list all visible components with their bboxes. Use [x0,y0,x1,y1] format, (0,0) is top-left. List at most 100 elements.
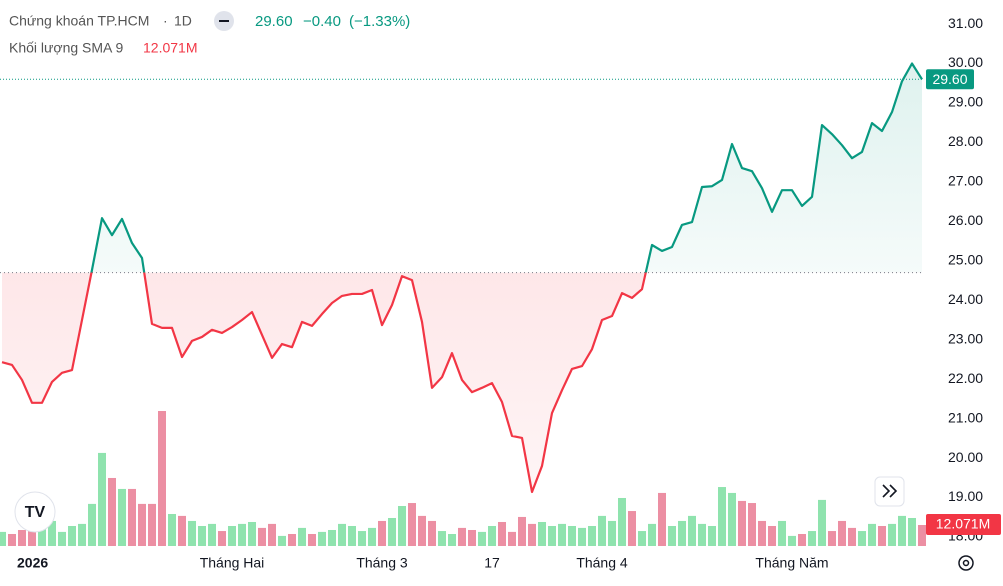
volume-bar [368,527,376,546]
volume-bar [238,523,246,546]
volume-bar [788,535,796,546]
volume-bar [508,531,516,546]
volume-bar [168,513,176,546]
volume-bar [288,533,296,546]
interval: 1D [174,13,192,29]
volume-bar [718,487,726,546]
price-change: −0.40 [303,13,341,30]
volume-bar [218,531,226,546]
volume-bar [428,520,436,546]
last-price: 29.60 [255,13,293,30]
volume-bar [688,515,696,546]
volume-bar [158,411,166,546]
y-tick-label: 22.00 [948,370,983,386]
volume-value-box [926,514,1001,535]
volume-indicator-name: Khối lượng SMA 9 [9,40,123,56]
volume-bar [418,515,426,546]
volume-bar [68,525,76,546]
volume-bar [728,492,736,546]
volume-bar [468,529,476,546]
y-tick-label: 25.00 [948,251,983,267]
x-tick-label: Tháng 3 [356,555,408,571]
volume-bar [558,523,566,546]
volume-bar [768,525,776,546]
volume-bar [628,511,636,546]
volume-bar [18,529,26,546]
x-tick-label: Tháng Năm [755,555,828,571]
volume-bar [268,523,276,546]
volume-bar [118,488,126,546]
volume-bar [108,477,116,546]
scroll-to-latest[interactable] [874,476,905,507]
volume-bar [408,503,416,546]
volume-bar [398,505,406,546]
volume-bar [278,535,286,546]
price-line [1,62,923,494]
volume-bar [438,531,446,546]
volume-bar [848,527,856,546]
volume-bar [88,503,96,546]
volume-bar [78,523,86,546]
volume-bar [258,527,266,546]
volume-bar [138,503,146,546]
volume-bar [98,452,106,546]
volume-bar [38,520,46,546]
volume-bar [908,517,916,546]
volume-bar [298,527,306,546]
last-price-label: 29.60 [932,71,967,87]
volume-bar [8,533,16,546]
svg-text:TV: TV [25,504,46,521]
volume-bar [708,525,716,546]
volume-bar [578,527,586,546]
volume-bar [598,515,606,546]
volume-bar [388,517,396,546]
volume-bar [898,515,906,546]
volume-bar [638,531,646,546]
volume-indicator-value: 12.071M [143,40,197,56]
volume-bar [48,520,56,546]
volume-bar [588,525,596,546]
x-tick-label: Tháng 4 [576,555,628,571]
volume-bar [228,525,236,546]
volume-bar [28,525,36,546]
volume-bar [698,523,706,546]
volume-bar [828,531,836,546]
price-change-pct: (−1.33%) [349,13,410,30]
y-tick-label: 19.00 [948,488,983,504]
volume-bar [488,525,496,546]
volume-bar [148,503,156,546]
volume-bar [328,529,336,546]
price-area [2,63,922,492]
settings-button[interactable] [958,555,974,571]
collapse-button[interactable] [214,11,234,31]
volume-bar [348,525,356,546]
volume-bar [568,525,576,546]
volume-bar [748,503,756,546]
volume-bar [548,525,556,546]
last-price-box [926,69,974,90]
y-tick-label: 30.00 [948,54,983,70]
volume-bar [738,500,746,546]
separator: · [163,13,168,29]
y-tick-label: 28.00 [948,133,983,149]
y-tick-label: 21.00 [948,409,983,425]
volume-bar [648,523,656,546]
volume-bar [458,527,466,546]
volume-bar [358,531,366,546]
volume-bar [318,531,326,546]
x-tick-label: 2026 [17,555,48,571]
volume-bar [798,533,806,546]
volume-bar [918,525,926,546]
logo[interactable]: TV [14,491,56,533]
volume-bar [658,492,666,546]
volume-bar [608,520,616,546]
volume-bar [878,525,886,546]
y-tick-label: 27.00 [948,173,983,189]
volume-bar [518,516,526,546]
volume-value-label: 12.071M [936,516,990,532]
volume-bar [528,523,536,546]
volume-bar [188,520,196,546]
volume-bar [538,521,546,546]
volume-bar [818,499,826,546]
